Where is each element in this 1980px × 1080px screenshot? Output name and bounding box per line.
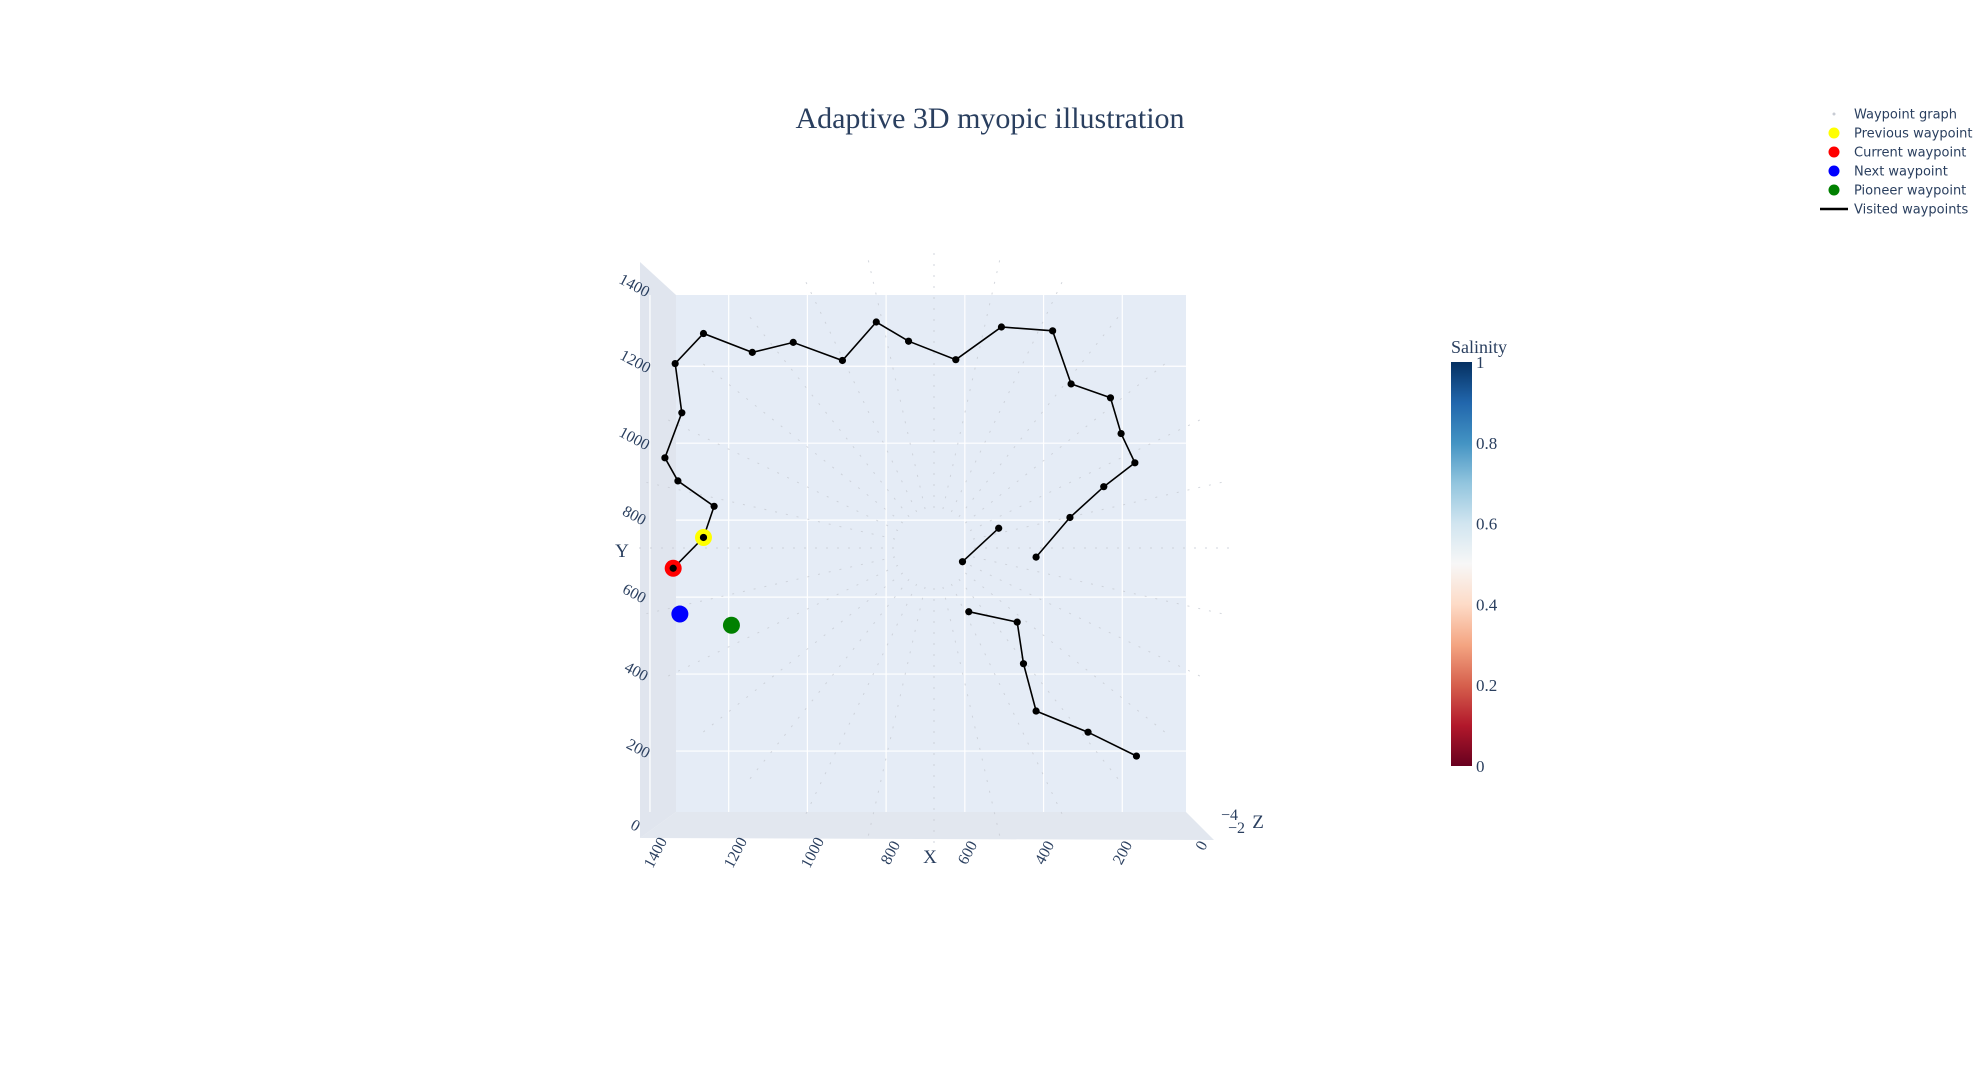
- visited-waypoint-marker: [904, 337, 913, 345]
- x-axis-title: X: [923, 847, 937, 868]
- x-tick-label: 0: [1193, 838, 1212, 853]
- colorbar-tick-label: 0: [1476, 757, 1485, 776]
- legend-item: Pioneer waypoint: [1828, 184, 1966, 199]
- legend-dot-swatch: [1828, 165, 1840, 177]
- x-tick-label: 800: [878, 838, 904, 867]
- visited-waypoint-marker: [789, 338, 797, 346]
- chart-title: Adaptive 3D myopic illustration: [795, 102, 1184, 135]
- colorbar-tick-label: 0.8: [1476, 434, 1497, 453]
- visited-waypoint-marker: [748, 348, 756, 356]
- legend-label: Current waypoint: [1854, 146, 1966, 161]
- z-axis-title: Z: [1252, 812, 1264, 833]
- legend: Waypoint graph Previous waypoint Current w…: [1820, 108, 1973, 218]
- visited-waypoints-path: [661, 318, 1141, 760]
- legend-label: Visited waypoints: [1854, 203, 1969, 218]
- pioneer-waypoint-marker: [722, 616, 740, 634]
- legend-item: Current waypoint: [1828, 146, 1966, 161]
- colorbar-title: Salinity: [1451, 337, 1507, 357]
- colorbar: [1451, 362, 1472, 766]
- legend-label: Waypoint graph: [1854, 108, 1957, 123]
- visited-waypoint-marker: [1106, 394, 1115, 402]
- visited-waypoint-marker: [699, 533, 708, 542]
- legend-label: Pioneer waypoint: [1854, 184, 1966, 199]
- legend-dot-swatch: [1832, 112, 1836, 116]
- y-axis-title: Y: [615, 541, 629, 562]
- visited-waypoint-marker: [965, 608, 973, 616]
- visited-waypoint-marker: [710, 502, 718, 510]
- visited-waypoint-marker: [1084, 728, 1092, 736]
- z-tick-label: −2: [1228, 820, 1245, 837]
- colorbar-tick-label: 0.6: [1476, 515, 1497, 534]
- visited-waypoint-marker: [1100, 483, 1108, 491]
- highlighted-waypoints: [664, 528, 740, 634]
- z-tick-label: −4: [1221, 807, 1238, 824]
- visited-waypoint-marker: [661, 454, 669, 462]
- visited-waypoint-marker: [1067, 380, 1075, 388]
- visited-waypoint-marker: [1032, 553, 1040, 561]
- colorbar-ticks: 0 0.2 0.4 0.6 0.8 1: [1476, 353, 1498, 776]
- visited-waypoint-marker: [1049, 327, 1057, 335]
- legend-label: Previous waypoint: [1854, 127, 1973, 142]
- visited-waypoint-marker: [838, 356, 847, 365]
- visited-waypoint-marker: [995, 524, 1003, 532]
- next-waypoint-marker: [671, 605, 689, 623]
- grid-lines: [649, 295, 1186, 812]
- visited-waypoint-marker: [1013, 618, 1021, 626]
- visited-waypoint-marker: [1032, 707, 1040, 715]
- legend-item: Next waypoint: [1828, 165, 1948, 180]
- scene-back-plane: [676, 295, 1186, 812]
- x-tick-label: 1000: [798, 835, 828, 871]
- visited-waypoint-marker: [1066, 513, 1074, 522]
- visited-path-line: [961, 527, 1000, 563]
- colorbar-tick-label: 0.2: [1476, 676, 1497, 695]
- visited-waypoint-marker: [1131, 459, 1139, 467]
- scene-left-wall: [640, 262, 676, 838]
- visited-waypoint-marker: [669, 564, 677, 572]
- legend-dot-swatch: [1828, 127, 1840, 139]
- scene-floor: [640, 812, 1214, 840]
- visited-waypoint-marker: [1019, 660, 1028, 668]
- legend-item: Previous waypoint: [1828, 127, 1973, 142]
- x-tick-label: 1400: [641, 835, 671, 871]
- visited-waypoint-marker: [1117, 429, 1125, 438]
- visited-waypoint-marker: [952, 356, 960, 364]
- visited-waypoint-marker: [1132, 752, 1141, 760]
- legend-dot-swatch: [1828, 184, 1840, 196]
- colorbar-tick-label: 1: [1476, 353, 1485, 372]
- visited-waypoint-marker: [674, 477, 682, 485]
- visited-waypoint-marker: [958, 558, 967, 566]
- visited-waypoint-marker: [671, 359, 679, 368]
- colorbar-tick-label: 0.4: [1476, 595, 1498, 614]
- legend-item: Visited waypoints: [1820, 203, 1969, 218]
- legend-dot-swatch: [1828, 146, 1840, 158]
- legend-label: Next waypoint: [1854, 165, 1948, 180]
- visited-path-line: [968, 610, 1137, 757]
- x-tick-label: 400: [1032, 838, 1058, 867]
- x-tick-label: 600: [955, 838, 981, 867]
- z-axis-ticks: −4−2: [1221, 807, 1245, 837]
- visited-waypoint-marker: [699, 329, 708, 338]
- visited-waypoint-marker: [997, 323, 1006, 331]
- x-tick-label: 1200: [721, 835, 751, 871]
- visited-waypoint-marker: [678, 409, 686, 417]
- legend-item: Waypoint graph: [1832, 108, 1957, 123]
- x-tick-label: 200: [1110, 838, 1136, 867]
- visited-waypoint-marker: [872, 318, 880, 326]
